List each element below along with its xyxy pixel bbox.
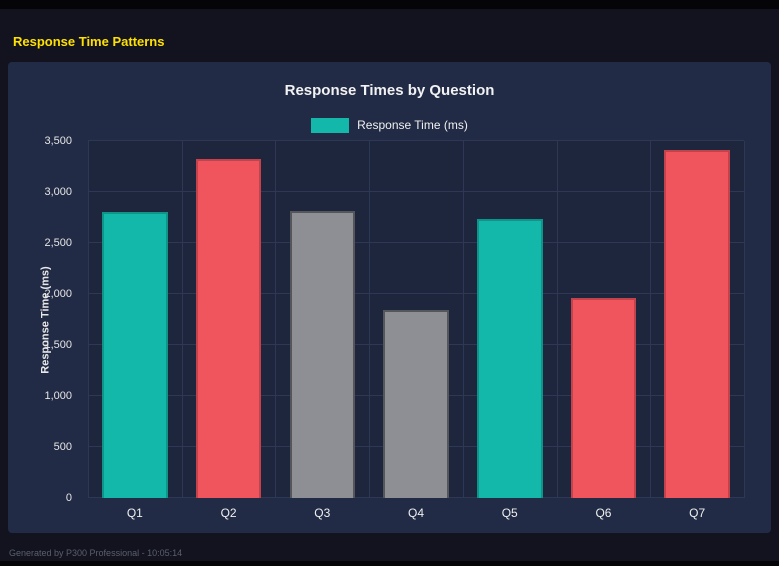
legend-label: Response Time (ms) [357,118,468,132]
bar-cell [182,141,276,498]
h-gridline [88,242,744,243]
y-tick-label: 3,500 [44,135,72,147]
y-tick-label: 0 [65,492,72,504]
x-tick-label: Q4 [408,506,425,520]
h-gridline [88,140,744,141]
y-tick-label: 1,000 [44,390,72,402]
chart-title: Response Times by Question [284,82,495,99]
bar-cell [88,141,182,498]
bar-q4[interactable] [383,309,449,498]
legend-swatch [311,117,350,133]
v-gridline [462,141,464,498]
x-tick-label: Q6 [595,506,612,520]
y-axis-ticks: 0 500 1,000 1,500 2,000 2,500 3,000 3,500 [8,135,80,504]
bar-q6[interactable] [570,298,637,498]
chart-panel: Response Times by Question Response Time… [8,62,771,533]
bar-q3[interactable] [289,211,356,498]
v-gridline [650,141,652,498]
window-bottom-edge [0,561,779,566]
bar-cell [463,141,557,498]
x-tick-label: Q2 [220,506,237,520]
x-axis-labels: Q1 Q2 Q3 Q4 Q5 Q6 Q7 [88,506,744,520]
y-tick-label: 3,000 [44,186,72,198]
bar-q5[interactable] [476,219,543,498]
v-gridline [181,141,183,498]
footer-note: Generated by P300 Professional - 10:05:1… [9,548,183,558]
v-gridline [88,141,89,498]
plot-area [88,140,745,498]
bar-cell [557,141,651,498]
bar-cell [275,141,369,498]
v-gridline [369,141,371,498]
bars-row [88,141,744,498]
x-tick-label: Q7 [689,506,706,520]
y-tick-label: 500 [53,441,72,453]
y-tick-label: 2,500 [44,237,72,249]
h-gridline [88,293,744,294]
v-gridline [556,141,558,498]
v-gridline [275,141,277,498]
v-gridline [744,141,745,498]
x-tick-label: Q5 [501,506,518,520]
x-tick-label: Q1 [126,506,143,520]
window-top-edge [0,0,779,9]
bar-q7[interactable] [664,150,730,498]
y-tick-label: 2,000 [44,288,72,300]
bar-q1[interactable] [102,212,168,498]
y-tick-label: 1,500 [44,339,72,351]
chart-legend[interactable]: Response Time (ms) [8,116,771,134]
bar-q2[interactable] [195,159,262,498]
page-title: Response Time Patterns [13,34,165,49]
x-tick-label: Q3 [314,506,331,520]
bar-cell [650,141,744,498]
h-gridline [88,191,744,192]
bar-cell [369,141,463,498]
